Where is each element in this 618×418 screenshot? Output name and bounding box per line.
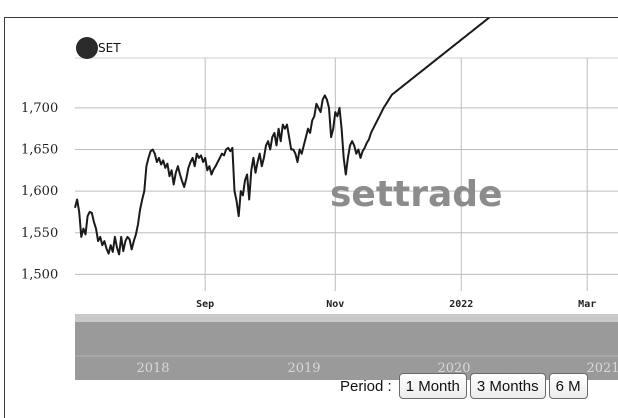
navigator-year-label: 2020: [437, 361, 470, 376]
x-tick-label: Mar: [578, 299, 596, 310]
y-tick-label: 1,500: [21, 267, 58, 282]
chart-svg[interactable]: 1,500 1,550 1,600 1,650 1,700 Sep Nov 2022 Mar se…: [5, 18, 618, 418]
y-tick-label: 1,550: [21, 226, 58, 241]
navigator-year-label: 2018: [136, 361, 169, 376]
period-button-6-months[interactable]: 6 M: [548, 373, 588, 399]
navigator-top-strip: [75, 314, 618, 322]
series-line-set: [74, 18, 491, 256]
navigator-year-label: 2019: [287, 361, 320, 376]
period-button-1-month[interactable]: 1 Month: [398, 373, 467, 399]
watermark-text: settrade: [330, 174, 503, 215]
y-tick-label: 1,700: [21, 101, 58, 116]
period-label: Period :: [340, 377, 392, 395]
legend-label-set: SET: [98, 41, 121, 55]
y-tick-label: 1,600: [21, 184, 58, 199]
x-tick-label: Sep: [196, 299, 214, 310]
period-bar: Period : 1 Month 3 Months 6 M: [340, 372, 588, 400]
x-tick-label: 2022: [449, 299, 473, 310]
y-tick-label: 1,650: [21, 143, 58, 158]
navigator-year-label: 2021: [586, 361, 618, 376]
navigator-band: [75, 322, 618, 380]
x-tick-label: Nov: [326, 299, 344, 310]
legend-marker-set: [76, 37, 98, 59]
chart-frame: 1,500 1,550 1,600 1,650 1,700 Sep Nov 2022 Mar se…: [4, 17, 618, 418]
period-button-3-months[interactable]: 3 Months: [469, 373, 546, 399]
